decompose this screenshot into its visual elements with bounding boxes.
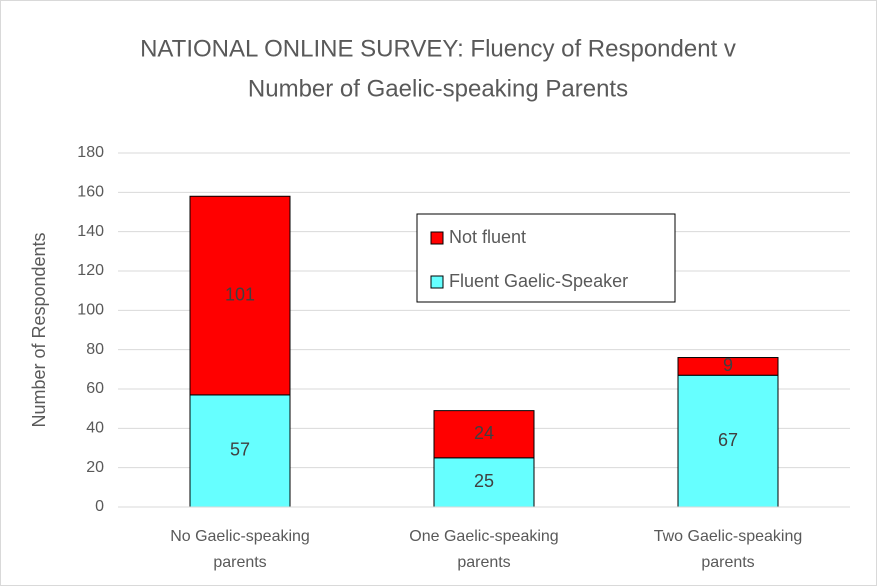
x-tick-label: No Gaelic-speaking parents bbox=[170, 528, 310, 571]
y-tick-label: 0 bbox=[95, 498, 104, 515]
y-tick-label: 100 bbox=[77, 302, 104, 319]
chart-title: NATIONAL ONLINE SURVEY: Fluency of Respo… bbox=[140, 35, 736, 62]
x-tick-line: parents bbox=[701, 554, 754, 571]
y-tick-label: 140 bbox=[77, 223, 104, 240]
bar-segment bbox=[433, 410, 535, 459]
data-label: 9 bbox=[723, 355, 733, 375]
data-label: 101 bbox=[225, 284, 255, 304]
bar-segment bbox=[189, 394, 291, 508]
legend-swatch bbox=[430, 275, 444, 289]
x-tick-line: No Gaelic-speaking bbox=[170, 528, 310, 545]
data-label: 24 bbox=[474, 423, 494, 443]
y-tick-label: 180 bbox=[77, 144, 104, 161]
legend-swatch bbox=[430, 231, 444, 245]
x-tick-line: Two Gaelic-speaking bbox=[654, 528, 803, 545]
legend-box bbox=[416, 213, 676, 303]
y-tick-label: 80 bbox=[86, 341, 104, 358]
y-tick-label: 160 bbox=[77, 184, 104, 201]
data-label: 25 bbox=[474, 471, 494, 491]
x-tick-line: One Gaelic-speaking bbox=[409, 528, 558, 545]
bar-segment bbox=[677, 374, 779, 508]
y-tick-label: 20 bbox=[86, 459, 104, 476]
bar-segment bbox=[189, 195, 291, 396]
x-tick-label: One Gaelic-speaking parents bbox=[409, 528, 558, 571]
y-tick-label: 40 bbox=[86, 420, 104, 437]
legend-label: Not fluent bbox=[449, 227, 526, 247]
data-label: 57 bbox=[230, 440, 250, 460]
bar-segment bbox=[677, 357, 779, 376]
y-tick-label: 120 bbox=[77, 262, 104, 279]
x-tick-line: parents bbox=[457, 554, 510, 571]
legend-label: Fluent Gaelic-Speaker bbox=[449, 271, 628, 291]
y-axis-label: Number of Respondents bbox=[29, 232, 49, 427]
y-tick-label: 60 bbox=[86, 380, 104, 397]
x-tick-label: Two Gaelic-speaking parents bbox=[654, 528, 803, 571]
x-tick-line: parents bbox=[213, 554, 266, 571]
data-label: 67 bbox=[718, 430, 738, 450]
chart-title: Number of Gaelic-speaking Parents bbox=[248, 75, 628, 102]
